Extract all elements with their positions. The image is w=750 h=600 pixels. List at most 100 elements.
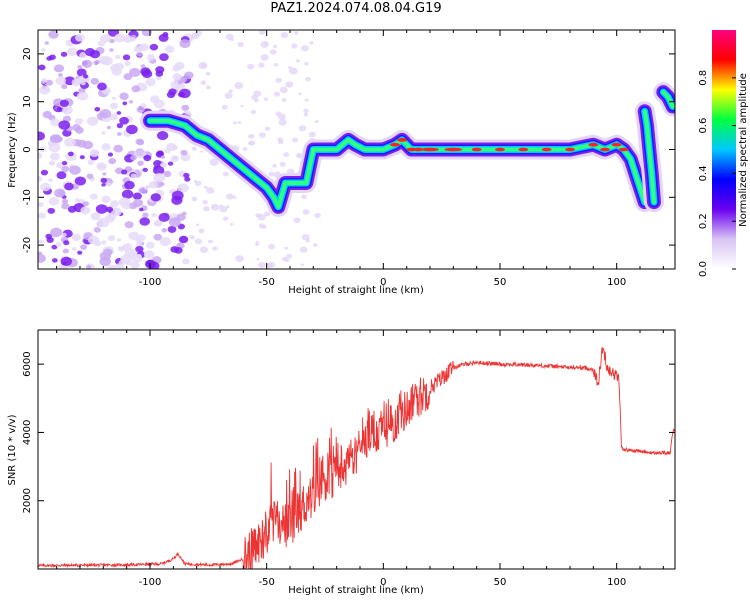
noise-blob (164, 45, 175, 53)
noise-blob (90, 77, 100, 85)
noise-blob-faint (304, 61, 309, 66)
noise-blob (56, 171, 67, 180)
noise-blob (48, 196, 60, 206)
spectrogram-x-tick-label: -50 (258, 277, 274, 288)
noise-blob (62, 248, 69, 254)
noise-blob (89, 149, 100, 157)
noise-blob (121, 189, 134, 199)
noise-blob (64, 182, 74, 191)
spectral-peak (444, 147, 463, 152)
noise-blob (74, 118, 84, 125)
noise-blob (183, 172, 190, 178)
noise-blob (48, 178, 53, 182)
spectrogram-x-tick-label: 100 (607, 277, 626, 288)
noise-blob (97, 82, 107, 91)
spectrogram-y-tick-label: 20 (22, 48, 33, 61)
noise-blob (107, 152, 113, 157)
noise-blob (179, 76, 188, 83)
noise-blob (61, 84, 68, 90)
noise-blob (122, 54, 131, 61)
spectral-ridge-right (634, 101, 664, 213)
noise-blob-faint (285, 81, 294, 88)
noise-blob (158, 33, 169, 42)
noise-blob-faint (299, 246, 308, 253)
noise-blob (71, 233, 81, 241)
noise-blob (122, 35, 133, 43)
noise-blob (148, 181, 159, 189)
noise-blob-faint (293, 217, 301, 224)
noise-blob-faint (273, 62, 279, 67)
noise-blob (177, 223, 185, 230)
noise-blob-faint (202, 200, 208, 205)
noise-blob-faint (275, 77, 282, 83)
noise-blob-faint (255, 241, 260, 245)
noise-blob-faint (199, 246, 209, 253)
noise-blob-faint (253, 90, 262, 97)
noise-blob (48, 30, 59, 39)
noise-blob-faint (256, 257, 260, 261)
noise-blob (79, 52, 88, 59)
noise-blob (38, 64, 46, 71)
spectral-peak (413, 147, 424, 152)
noise-blob-faint (264, 126, 271, 131)
spectral-peak (471, 147, 482, 152)
noise-blob (106, 206, 114, 213)
noise-blob-faint (194, 180, 202, 187)
noise-blob (137, 160, 144, 166)
noise-blob (177, 91, 185, 98)
noise-blob (74, 198, 80, 203)
noise-blob (172, 65, 181, 72)
noise-blob (166, 91, 176, 99)
noise-blob (80, 81, 86, 86)
noise-blob (111, 96, 116, 100)
noise-blob (40, 169, 49, 176)
noise-blob (184, 71, 194, 80)
noise-blob (107, 234, 116, 242)
noise-blob-faint (212, 246, 218, 251)
noise-blob-faint (258, 62, 265, 68)
noise-blob (156, 150, 164, 157)
noise-blob (82, 140, 94, 150)
spectral-peak (611, 142, 622, 147)
noise-blob (116, 123, 124, 129)
noise-blob-faint (293, 31, 299, 35)
noise-blob-faint (206, 187, 215, 194)
noise-blob (141, 30, 152, 37)
noise-blob-faint (304, 98, 309, 102)
spectral-ridge-right-band (642, 109, 656, 205)
spectral-peak (390, 142, 400, 147)
noise-blob (121, 169, 128, 175)
noise-blob (61, 232, 67, 237)
noise-blob (110, 63, 120, 72)
noise-blob (145, 241, 155, 249)
noise-blob (178, 235, 189, 244)
spectral-peaks (390, 138, 629, 152)
noise-blob-faint (191, 196, 198, 202)
snr-x-tick-label: 0 (380, 577, 386, 588)
snr-x-tick-label: 50 (494, 577, 507, 588)
noise-blob-faint (205, 71, 211, 76)
noise-blob (124, 221, 134, 229)
noise-blob-faint (219, 205, 228, 213)
noise-blob (118, 260, 126, 266)
noise-blob-faint (302, 209, 310, 215)
noise-blob-faint (268, 171, 275, 177)
noise-blob (134, 237, 142, 243)
noise-blob (56, 162, 64, 169)
spectral-peak (518, 147, 529, 152)
noise-blob-faint (250, 109, 257, 115)
noise-blob (126, 124, 138, 135)
noise-blob-faint (222, 171, 229, 177)
snr-y-tick-label: 6000 (22, 351, 33, 376)
noise-blob (161, 228, 168, 233)
colorbar-tick-label: 0.8 (698, 70, 709, 86)
noise-blob-faint (237, 41, 244, 48)
noise-blob (94, 106, 101, 112)
noise-blob-faint (248, 133, 255, 139)
colorbar: 0.0 0.2 0.4 0.6 0.8 Normalized spectral ampl… (698, 30, 749, 277)
noise-blob (136, 139, 145, 146)
noise-blob (54, 188, 66, 198)
noise-blob (108, 214, 116, 221)
noise-blob (94, 59, 100, 65)
